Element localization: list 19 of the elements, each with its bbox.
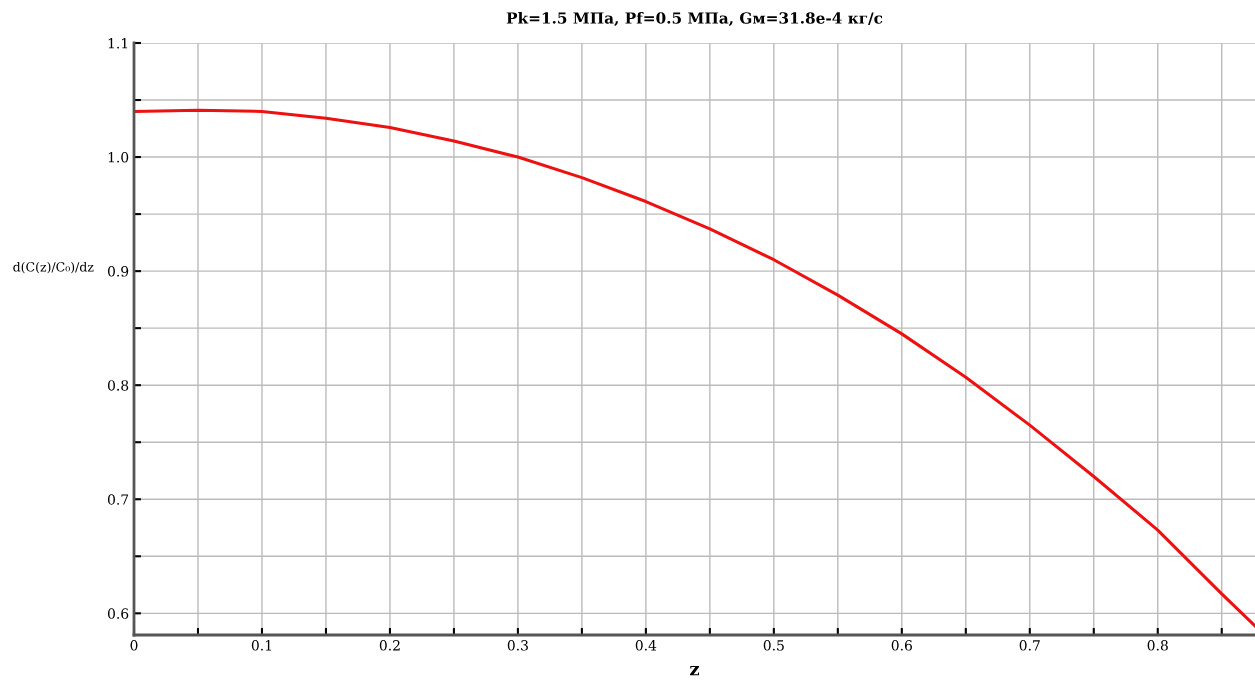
- x-tick-label: 0.2: [379, 640, 400, 651]
- x-tick-label: 0.7: [1019, 640, 1040, 651]
- y-tick-label: 0.6: [107, 608, 129, 619]
- x-tick-label: 0.5: [763, 640, 784, 651]
- x-tick-label: 0: [130, 640, 138, 651]
- y-axis-title: d(C(z)/C₀)/dz: [13, 261, 94, 274]
- y-tick-label: 0.9: [107, 266, 129, 277]
- y-tick-label: 0.7: [107, 494, 129, 505]
- y-tick-label: 1.0: [108, 152, 129, 163]
- y-tick-label: 1.1: [108, 37, 128, 49]
- x-tick-label: 0.1: [251, 640, 272, 651]
- y-tick-label: 0.8: [107, 380, 129, 391]
- chart-title: Pk=1.5 МПа, Pf=0.5 МПа, Gм=31.8e-4 кг/с: [506, 11, 883, 27]
- x-tick-label: 0.6: [891, 640, 912, 651]
- x-tick-label: 0.3: [507, 640, 528, 651]
- x-tick-label: 0.4: [635, 640, 657, 651]
- x-axis-title: z: [690, 665, 700, 676]
- x-tick-label: 0.8: [1147, 640, 1168, 651]
- line-series: [134, 108, 1255, 628]
